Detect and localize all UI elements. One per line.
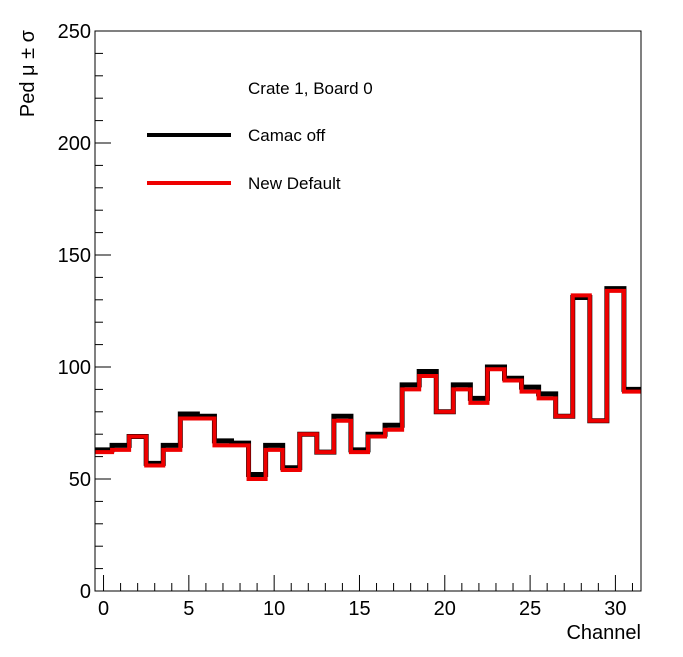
histogram-series bbox=[95, 286, 641, 481]
plot-frame bbox=[94, 30, 642, 592]
y-axis-title: Ped μ ± σ bbox=[17, 29, 39, 117]
y-tick-label: 50 bbox=[69, 469, 91, 491]
x-tick-label: 10 bbox=[263, 598, 285, 620]
y-tick-label: 200 bbox=[58, 133, 91, 155]
y-tick-label: 100 bbox=[58, 357, 91, 379]
x-tick-label: 15 bbox=[348, 598, 370, 620]
x-tick-label: 25 bbox=[519, 598, 541, 620]
legend: Crate 1, Board 0 Camac off New Default bbox=[147, 79, 373, 193]
y-tick-label: 250 bbox=[58, 21, 91, 43]
y-tick-label: 0 bbox=[80, 581, 91, 603]
legend-label-camac-off: Camac off bbox=[248, 126, 325, 145]
legend-header: Crate 1, Board 0 bbox=[248, 79, 373, 98]
series-line-new-default bbox=[95, 288, 641, 481]
x-tick-label: 5 bbox=[183, 598, 194, 620]
x-axis-title: Channel bbox=[566, 622, 641, 644]
x-axis: 0 5 10 15 20 25 30 bbox=[98, 575, 633, 620]
y-tick-label: 150 bbox=[58, 245, 91, 267]
x-tick-label: 20 bbox=[434, 598, 456, 620]
y-axis: 0 50 100 150 200 250 bbox=[58, 21, 111, 603]
legend-label-new-default: New Default bbox=[248, 174, 341, 193]
x-tick-label: 30 bbox=[604, 598, 626, 620]
x-tick-label: 0 bbox=[98, 598, 109, 620]
